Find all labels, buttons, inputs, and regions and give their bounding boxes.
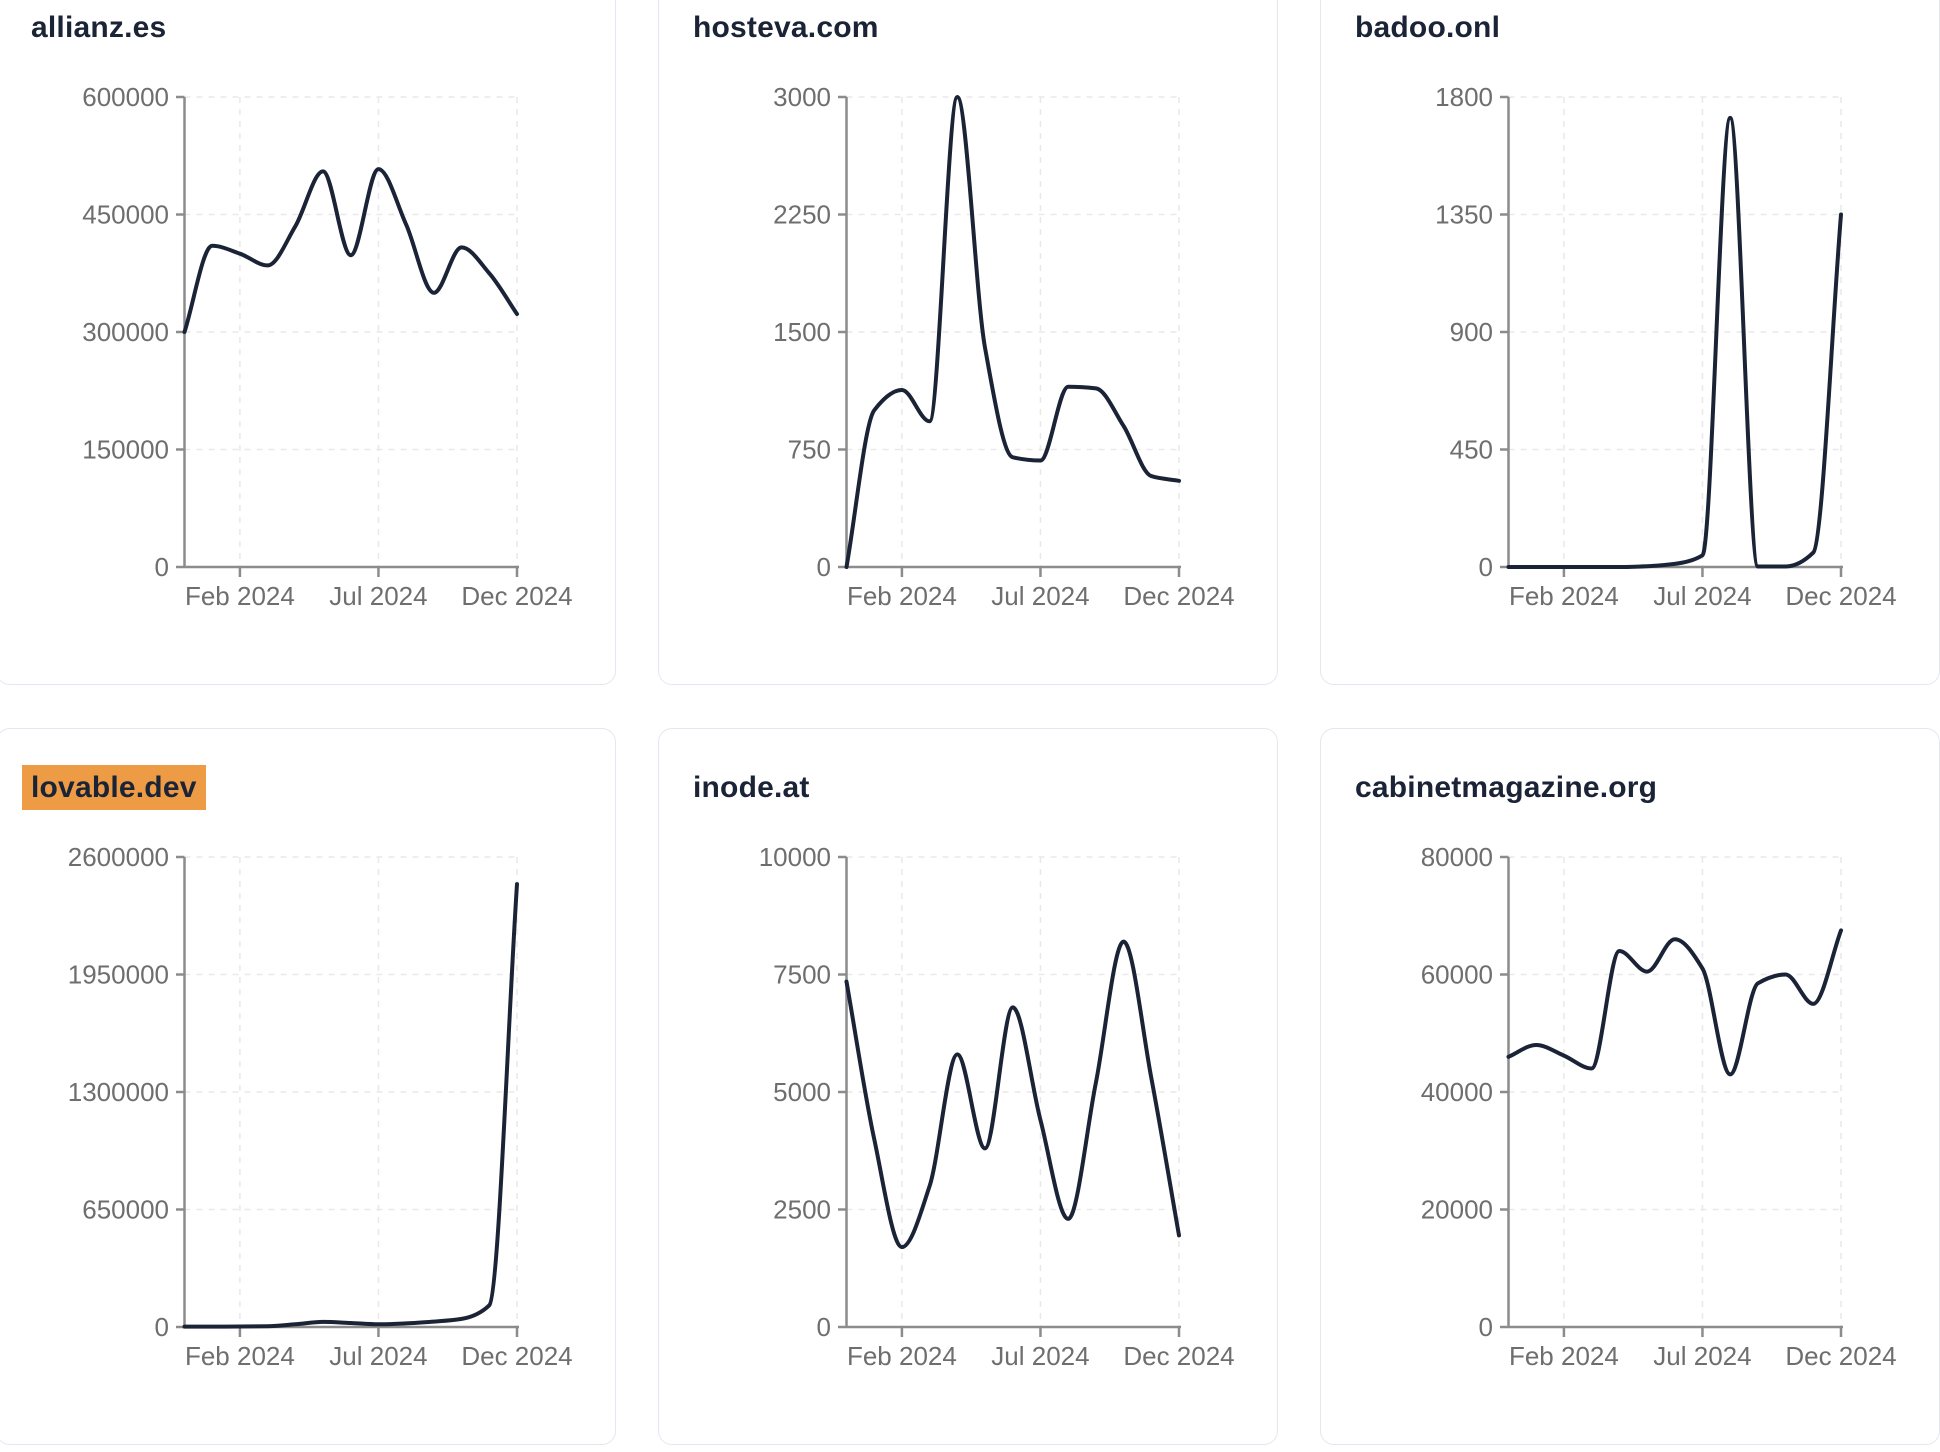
traffic-line-chart: 0 450 900 1350 1800 Feb 2024 Jul 2024 Dec 2024: [1435, 82, 1897, 611]
y-tick-label: 600000: [82, 82, 169, 112]
chart-card: allianz.es 0 150000 300000 450000 600000 Feb …: [0, 0, 616, 685]
x-tick-label: Feb 2024: [1509, 1341, 1619, 1371]
y-tick-label: 0: [155, 552, 169, 582]
x-tick-label: Feb 2024: [185, 581, 295, 611]
x-tick-label: Jul 2024: [991, 1341, 1089, 1371]
y-tick-label: 5000: [773, 1077, 831, 1107]
x-tick-label: Jul 2024: [991, 581, 1089, 611]
chart-title-text: cabinetmagazine.org: [1355, 771, 1658, 804]
x-tick-label: Dec 2024: [1123, 581, 1234, 611]
series-line: [1506, 928, 1843, 1077]
y-tick-label: 450000: [82, 200, 169, 230]
y-tick-label: 1800: [1435, 82, 1493, 112]
y-tick-label: 0: [1479, 552, 1493, 582]
y-tick-label: 7500: [773, 960, 831, 990]
series-line: [1506, 115, 1843, 569]
series-line: [182, 167, 519, 334]
chart-card: hosteva.com 0 750 1500 2250 3000 Feb 2024 Jul …: [658, 0, 1278, 685]
traffic-line-chart: 0 20000 40000 60000 80000 Feb 2024 Jul 2024 Dec…: [1421, 842, 1897, 1371]
x-tick-label: Dec 2024: [461, 581, 572, 611]
y-tick-label: 20000: [1421, 1195, 1493, 1225]
traffic-line-chart: 0 650000 1300000 1950000 2600000 Feb 2024 Jul …: [68, 842, 573, 1371]
x-tick-label: Feb 2024: [847, 1341, 957, 1371]
x-tick-label: Dec 2024: [1785, 1341, 1896, 1371]
y-tick-label: 0: [155, 1312, 169, 1342]
y-tick-label: 1500: [773, 317, 831, 347]
chart-title: inode.at: [693, 771, 810, 805]
y-tick-label: 40000: [1421, 1077, 1493, 1107]
chart-title-text: badoo.onl: [1355, 11, 1501, 44]
y-tick-label: 10000: [759, 842, 831, 872]
y-tick-label: 80000: [1421, 842, 1493, 872]
y-tick-label: 1350: [1435, 200, 1493, 230]
series-line: [844, 939, 1181, 1250]
y-tick-label: 650000: [82, 1195, 169, 1225]
y-tick-label: 0: [1479, 1312, 1493, 1342]
x-tick-label: Dec 2024: [1123, 1341, 1234, 1371]
x-tick-label: Jul 2024: [1653, 1341, 1751, 1371]
y-tick-label: 0: [817, 552, 831, 582]
chart-title: lovable.dev: [22, 765, 206, 810]
chart-card: badoo.onl 0 450 900 1350 1800 Feb 2024 Jul 202…: [1320, 0, 1940, 685]
chart-card: cabinetmagazine.org 0 20000 40000 60000 8000…: [1320, 728, 1940, 1445]
chart-title: hosteva.com: [693, 11, 879, 45]
chart-title: allianz.es: [31, 11, 166, 45]
chart-card: inode.at 0 2500 5000 7500 10000 Feb 2024 Jul 2…: [658, 728, 1278, 1445]
chart-title: badoo.onl: [1355, 11, 1500, 45]
chart-card: lovable.dev 0 650000 1300000 1950000 2600000…: [0, 728, 616, 1445]
x-tick-label: Dec 2024: [1785, 581, 1896, 611]
y-tick-label: 150000: [82, 435, 169, 465]
x-tick-label: Feb 2024: [185, 1341, 295, 1371]
y-tick-label: 2250: [773, 200, 831, 230]
y-tick-label: 300000: [82, 317, 169, 347]
y-tick-label: 2600000: [68, 842, 169, 872]
y-tick-label: 450: [1450, 435, 1493, 465]
chart-title-text: inode.at: [693, 771, 810, 804]
x-tick-label: Jul 2024: [329, 581, 427, 611]
x-tick-label: Jul 2024: [1653, 581, 1751, 611]
y-tick-label: 0: [817, 1312, 831, 1342]
y-tick-label: 1300000: [68, 1077, 169, 1107]
y-tick-label: 750: [788, 435, 831, 465]
series-line: [844, 95, 1181, 569]
x-tick-label: Feb 2024: [1509, 581, 1619, 611]
y-tick-label: 60000: [1421, 960, 1493, 990]
chart-title-text: lovable.dev: [22, 765, 206, 810]
chart-title-text: hosteva.com: [693, 11, 879, 44]
y-tick-label: 900: [1450, 317, 1493, 347]
chart-title-text: allianz.es: [31, 11, 167, 44]
y-tick-label: 1950000: [68, 960, 169, 990]
traffic-line-chart: 0 750 1500 2250 3000 Feb 2024 Jul 2024 Dec 2024: [773, 82, 1235, 611]
x-tick-label: Jul 2024: [329, 1341, 427, 1371]
y-tick-label: 2500: [773, 1195, 831, 1225]
x-tick-label: Feb 2024: [847, 581, 957, 611]
traffic-line-chart: 0 2500 5000 7500 10000 Feb 2024 Jul 2024 Dec 20…: [759, 842, 1235, 1371]
series-line: [182, 882, 519, 1329]
y-tick-label: 3000: [773, 82, 831, 112]
x-tick-label: Dec 2024: [461, 1341, 572, 1371]
chart-title: cabinetmagazine.org: [1355, 771, 1657, 805]
traffic-line-chart: 0 150000 300000 450000 600000 Feb 2024 Jul 202…: [82, 82, 572, 611]
